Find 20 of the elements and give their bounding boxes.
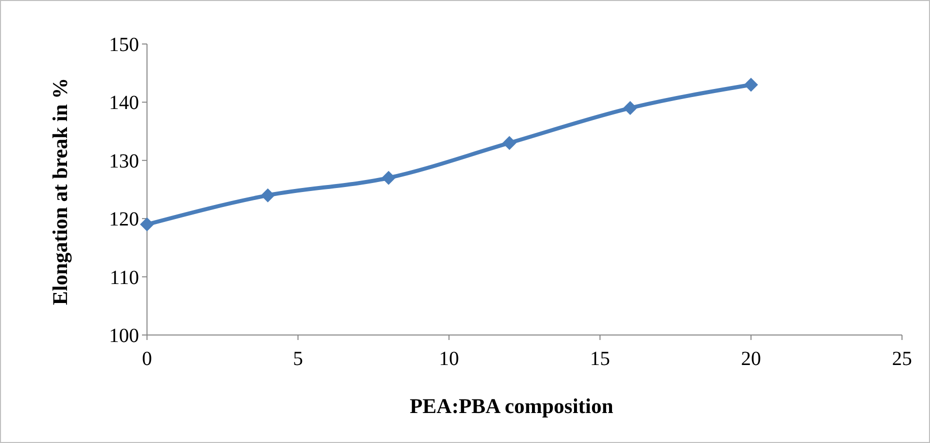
- x-axis-title: PEA:PBA composition: [410, 394, 614, 418]
- point: [260, 188, 275, 202]
- x-tick-label: 20: [741, 348, 761, 370]
- x-tick-label: 10: [439, 348, 459, 370]
- y-axis-title: Elongation at break in %: [48, 78, 72, 306]
- y-tick-label: 140: [109, 92, 139, 114]
- point: [502, 136, 516, 150]
- x-tick-label: 25: [892, 348, 912, 370]
- point: [744, 78, 758, 92]
- y-tick-label: 120: [109, 208, 139, 231]
- y-tick-label: 130: [109, 150, 139, 172]
- y-tick-label: 100: [109, 325, 139, 347]
- point: [382, 170, 396, 185]
- x-tick-label: 0: [142, 348, 152, 370]
- x-tick-label: 15: [590, 348, 610, 370]
- point: [140, 217, 154, 232]
- y-tick-label: 110: [110, 266, 139, 289]
- point: [623, 101, 638, 116]
- x-tick-label: 5: [293, 348, 303, 370]
- y-tick-label: 150: [109, 34, 139, 56]
